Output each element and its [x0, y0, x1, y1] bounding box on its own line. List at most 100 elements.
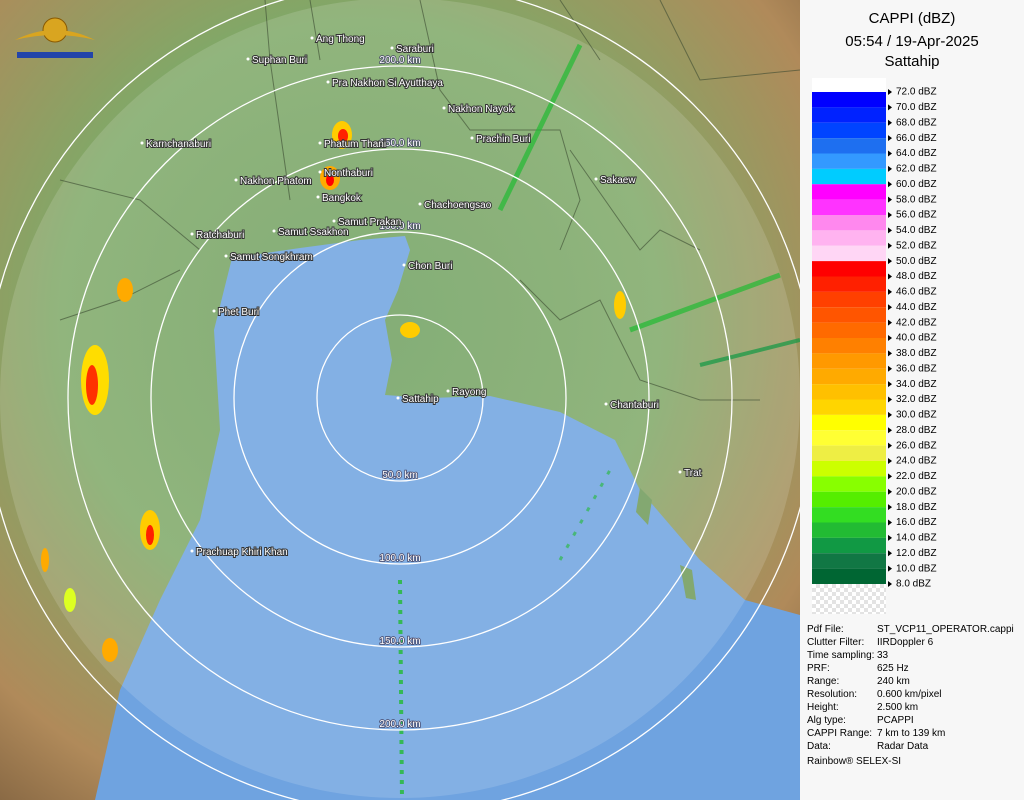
legend-tick	[888, 534, 892, 541]
info-key: Alg type:	[807, 715, 846, 726]
legend-swatch	[812, 168, 886, 185]
info-key: Time sampling:	[807, 650, 874, 661]
place-label: Suphan Buri	[252, 55, 307, 66]
legend-top	[812, 78, 886, 92]
place-dot	[272, 229, 276, 233]
place-dot	[332, 219, 336, 223]
legend-swatch	[812, 537, 886, 554]
legend-label: 12.0 dBZ	[896, 548, 937, 559]
place-label: Saraburi	[396, 44, 434, 55]
place-label: Nonthaburi	[324, 168, 373, 179]
place-dot	[234, 178, 238, 182]
legend-label: 14.0 dBZ	[896, 533, 937, 544]
legend-label: 38.0 dBZ	[896, 348, 937, 359]
place-dot	[678, 470, 682, 474]
legend-tick	[888, 550, 892, 557]
legend-label: 8.0 dBZ	[896, 579, 931, 590]
legend-swatch	[812, 522, 886, 538]
place-label: Nakhon Nayok	[448, 104, 515, 115]
place-label: Pra Nakhon Si Ayutthaya	[332, 78, 443, 89]
legend-tick	[888, 335, 892, 341]
info-key: Clutter Filter:	[807, 637, 864, 648]
legend-tick	[888, 365, 892, 372]
place-label: Phet Buri	[218, 307, 259, 318]
info-key: PRF:	[807, 663, 830, 674]
place-dot	[446, 389, 450, 393]
info-value: 625 Hz	[877, 663, 909, 674]
info-value: 7 km to 139 km	[877, 728, 945, 739]
place-dot	[442, 106, 446, 110]
legend-tick	[888, 119, 892, 126]
place-dot	[310, 36, 314, 40]
place-labels: Ang Thong Saraburi Suphan Buri Pra Nakhon S…	[140, 33, 703, 559]
legend-tick	[888, 396, 892, 403]
info-value: ST_VCP11_OPERATOR.cappi	[877, 624, 1014, 635]
legend-swatch	[812, 338, 886, 354]
island	[636, 488, 696, 600]
footer: Rainbow® SELEX-SI	[807, 756, 901, 767]
legend-tick	[888, 135, 892, 142]
place-label: Sattahip	[402, 394, 439, 405]
legend-label: 62.0 dBZ	[896, 164, 937, 175]
legend-label: 60.0 dBZ	[896, 179, 937, 190]
legend-tick	[888, 411, 892, 418]
legend: 72.0 dBZ 70.0 dBZ 68.0 dBZ 66.0 dBZ 64.0 dBZ…	[812, 87, 937, 614]
legend-tick	[888, 427, 892, 434]
legend-label: 52.0 dBZ	[896, 240, 937, 251]
ring-label: 100.0 km	[379, 553, 420, 564]
info-key: CAPPI Range:	[807, 728, 872, 739]
ring-label: 200.0 km	[379, 719, 420, 730]
legend-label: 26.0 dBZ	[896, 440, 937, 451]
legend-label: 72.0 dBZ	[896, 87, 937, 98]
legend-tick	[888, 258, 892, 265]
radar-coverage	[0, 0, 800, 798]
ring	[67, 65, 733, 731]
legend-swatch	[812, 245, 886, 262]
info-value: 240 km	[877, 676, 910, 687]
legend-tick	[888, 181, 892, 188]
sea	[95, 236, 800, 800]
panel-title: CAPPI (dBZ)	[869, 10, 956, 27]
rain-echoes	[41, 43, 800, 800]
legend-swatch	[812, 368, 886, 385]
legend-label: 28.0 dBZ	[896, 425, 937, 436]
legend-tick	[888, 473, 892, 480]
legend-swatch	[812, 414, 886, 431]
ring	[233, 231, 567, 565]
range-rings: 50.0 km 100.0 km 100.0 km 150.0 km 150.0 km 2…	[67, 54, 733, 731]
info-value: IIRDoppler 6	[877, 637, 934, 648]
info-value: 33	[877, 650, 889, 661]
legend-label: 46.0 dBZ	[896, 287, 937, 298]
place-label: Bangkok	[322, 193, 362, 204]
legend-label: 24.0 dBZ	[896, 456, 937, 467]
place-dot	[418, 202, 422, 206]
place-label: Karnchanaburi	[146, 139, 211, 150]
panel-datetime: 05:54 / 19-Apr-2025	[845, 33, 978, 50]
legend-swatch	[812, 353, 886, 369]
place-dot	[402, 263, 406, 267]
legend-label: 34.0 dBZ	[896, 379, 937, 390]
place-dot	[326, 80, 330, 84]
legend-label: 18.0 dBZ	[896, 502, 937, 513]
province-borders	[59, 0, 800, 401]
legend-tick	[888, 89, 892, 95]
legend-swatch	[812, 199, 886, 215]
info-key: Pdf File:	[807, 624, 844, 635]
legend-tick	[888, 319, 892, 326]
legend-label: 48.0 dBZ	[896, 271, 937, 282]
legend-label: 70.0 dBZ	[896, 102, 937, 113]
legend-tick	[888, 212, 892, 218]
legend-label: 40.0 dBZ	[896, 333, 937, 344]
legend-tick	[888, 104, 892, 111]
info-key: Resolution:	[807, 689, 857, 700]
place-label: Ratchaburi	[196, 230, 244, 241]
legend-swatch	[812, 461, 886, 477]
info-value: Radar Data	[877, 741, 929, 752]
place-label: Samut Songkhram	[230, 252, 313, 263]
place-dot	[470, 136, 474, 140]
legend-swatch	[812, 399, 886, 415]
legend-tick	[888, 504, 892, 511]
legend-swatch	[812, 553, 886, 569]
place-dot	[246, 57, 250, 61]
legend-tick	[888, 581, 892, 587]
